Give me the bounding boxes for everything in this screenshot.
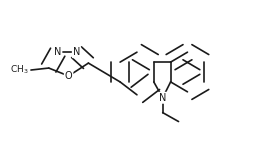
Text: N: N — [159, 93, 166, 103]
Text: O: O — [65, 71, 72, 81]
Text: CH$_3$: CH$_3$ — [10, 64, 29, 76]
Text: N: N — [54, 47, 61, 57]
Text: N: N — [73, 47, 80, 57]
